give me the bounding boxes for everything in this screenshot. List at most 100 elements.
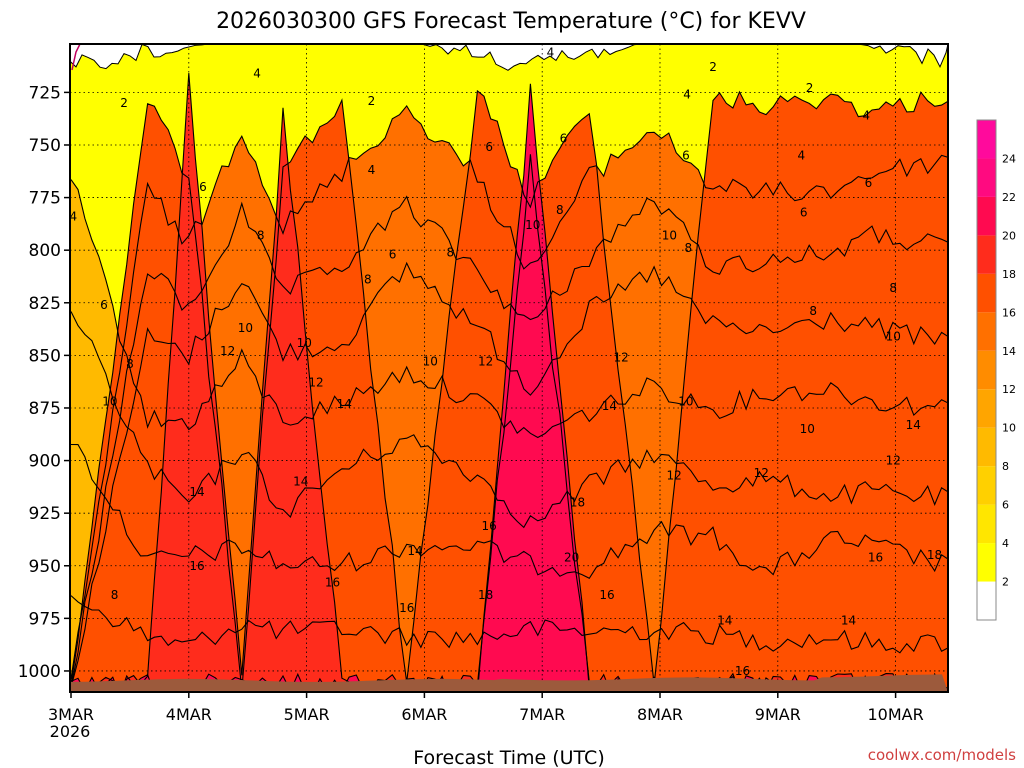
colorbar-label-16: 16 [1002,306,1016,319]
colorbar-swatch-4 [977,427,996,467]
y-tick-label-875: 875 [29,399,61,419]
watermark-text: coolwx.com/models [868,746,1016,764]
corner-contour-line [71,44,81,71]
colorbar-swatch-2 [977,504,996,544]
contour-label: 14 [717,613,732,627]
colorbar-label-6: 6 [1002,499,1009,512]
contour-label: 6 [560,132,568,146]
x-tick-label-5MAR: 5MAR [284,705,330,724]
x-axis: 3MAR 4MAR 5MAR 6MAR 7MAR 8MAR 9MAR 10MAR [48,692,924,724]
colorbar-label-2: 2 [1002,576,1009,589]
colorbar-frame [976,119,997,621]
y-tick-label-975: 975 [29,609,61,629]
contour-label: 20 [564,550,579,564]
colorbar-swatch-12 [977,120,996,159]
colorbar-swatch-8 [977,273,996,313]
y-tick-label-775: 775 [29,189,61,209]
contour-label: 6 [100,298,108,312]
colorbar-swatch-3 [977,466,996,505]
colorbar-swatch-0 [977,581,996,620]
contour-label: 10 [238,321,253,335]
contour-label: 16 [599,588,614,602]
contour-label: 2 [120,96,128,110]
colorbar-swatch-6 [977,350,996,390]
gridlines [70,44,948,692]
contour-label: 16 [735,664,750,678]
y-tick-label-900: 900 [29,452,61,472]
x-tick-label-6MAR: 6MAR [401,705,447,724]
contour-label: 18 [570,496,585,510]
contour-label: 18 [478,588,493,602]
contour-label: 14 [337,397,352,411]
contour-label: 10 [102,395,117,409]
contour-label: 12 [754,466,769,480]
plot-area [70,44,948,692]
y-tick-label-750: 750 [29,136,61,156]
colorbar-label-18: 18 [1002,268,1016,281]
chart-title: 2026030300 GFS Forecast Temperature (°C)… [216,9,806,34]
contour-label: 12 [666,468,681,482]
contour-line-2 [70,595,948,654]
contour-label: 10 [678,395,693,409]
colorbar-swatch-10 [977,196,996,236]
y-tick-label-925: 925 [29,504,61,524]
contour-label: 16 [482,519,497,533]
contour-label: 14 [407,544,422,558]
contour-label: 8 [684,241,692,255]
contour-label: 16 [868,550,883,564]
x-tick-label-7MAR: 7MAR [519,705,565,724]
contour-lines [70,73,948,692]
contour-label: 10 [800,422,815,436]
contour-label: 8 [809,304,817,318]
contour-label: 8 [556,203,564,217]
colorbar-swatch-11 [977,158,996,197]
contour-label: 8 [257,228,265,242]
contour-label: 14 [293,475,308,489]
contour-label: 6 [485,140,493,154]
contour-label: 12 [886,454,901,468]
contour-line-4 [70,443,948,580]
contour-label: 12 [478,355,493,369]
contour-label: 8 [126,357,134,371]
contour-line-16 [70,89,948,691]
contour-label: 4 [862,109,870,123]
contour-label: 6 [800,205,808,219]
contour-label: 6 [682,149,690,163]
x-axis-title: Forecast Time (UTC) [413,747,604,768]
contour-label: 16 [189,559,204,573]
contour-label: 4 [547,45,555,59]
y-tick-label-725: 725 [29,83,61,103]
contour-label: 14 [906,418,921,432]
colorbar-label-20: 20 [1002,229,1016,242]
contour-label: 10 [886,329,901,343]
contour-label: 16 [399,601,414,615]
contour-label: 14 [841,613,856,627]
colorbar-swatch-1 [977,543,996,582]
contour-label: 10 [662,228,677,242]
contour-label: 16 [325,576,340,590]
x-tick-label-4MAR: 4MAR [166,705,212,724]
y-axis: 725 750 775 800 825 850 875 900 925 950 975 1000 [18,83,70,682]
colorbar-label-10: 10 [1002,422,1016,435]
contour-label: 2 [368,94,376,108]
contour-label: 12 [308,376,323,390]
contour-label: 12 [613,350,628,364]
contour-label: 8 [889,281,897,295]
contour-label: 2 [806,81,814,95]
x-tick-label-8MAR: 8MAR [637,705,683,724]
y-tick-label-825: 825 [29,294,61,314]
y-tick-label-1000: 1000 [18,662,61,682]
colorbar-label-8: 8 [1002,460,1009,473]
contour-label: 2 [709,60,717,74]
contour-label: 8 [446,245,454,259]
contour-line-12 [70,195,948,687]
y-tick-label-950: 950 [29,557,61,577]
contour-label: 4 [253,66,261,80]
colorbar-label-14: 14 [1002,345,1016,358]
contour-label: 8 [111,588,119,602]
contour-label: 12 [220,344,235,358]
colorbar-swatch-7 [977,312,996,351]
